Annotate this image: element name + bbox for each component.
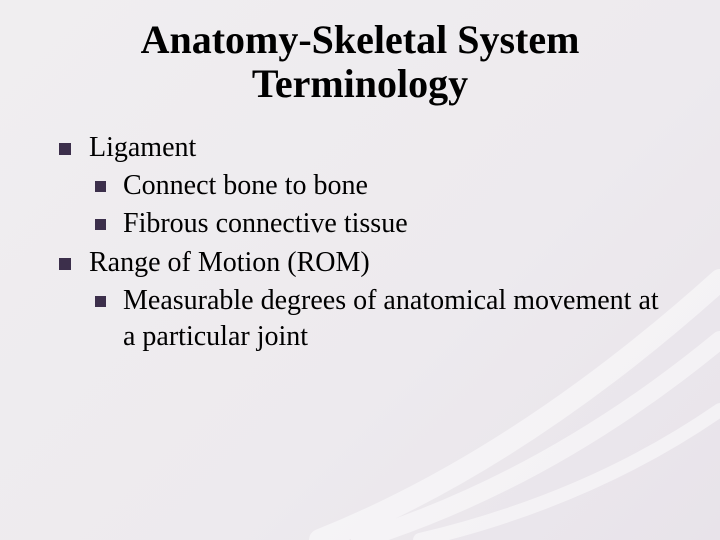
slide-title: Anatomy-Skeletal System Terminology bbox=[0, 18, 720, 106]
list-item-text: Measurable degrees of anatomical movemen… bbox=[123, 285, 659, 352]
list-item-text: Connect bone to bone bbox=[123, 170, 368, 201]
bullet-list-level-2: Measurable degrees of anatomical movemen… bbox=[89, 283, 675, 355]
list-item: Fibrous connective tissue bbox=[89, 206, 675, 242]
list-item: Measurable degrees of anatomical movemen… bbox=[89, 283, 675, 355]
bullet-list-level-2: Connect bone to bone Fibrous connective … bbox=[89, 168, 675, 242]
title-line-2: Terminology bbox=[252, 61, 468, 106]
list-item-text: Fibrous connective tissue bbox=[123, 208, 408, 239]
slide-body: Ligament Connect bone to bone Fibrous co… bbox=[55, 130, 675, 359]
list-item-text: Ligament bbox=[89, 132, 196, 163]
list-item: Connect bone to bone bbox=[89, 168, 675, 204]
title-line-1: Anatomy-Skeletal System bbox=[141, 17, 580, 62]
bullet-list-level-1: Ligament Connect bone to bone Fibrous co… bbox=[55, 130, 675, 355]
list-item: Ligament Connect bone to bone Fibrous co… bbox=[55, 130, 675, 241]
slide: Anatomy-Skeletal System Terminology Liga… bbox=[0, 0, 720, 540]
list-item: Range of Motion (ROM) Measurable degrees… bbox=[55, 245, 675, 354]
list-item-text: Range of Motion (ROM) bbox=[89, 247, 370, 278]
